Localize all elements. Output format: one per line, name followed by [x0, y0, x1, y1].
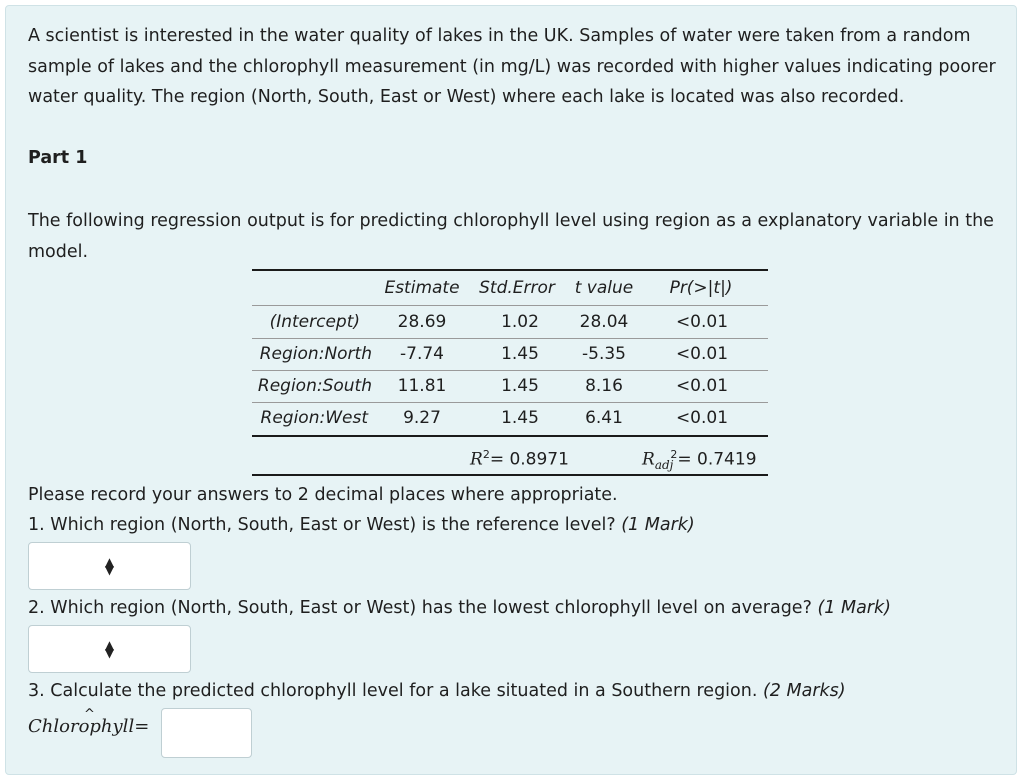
row-rule [252, 402, 768, 403]
question-2: 2. Which region (North, South, East or W… [28, 593, 1003, 623]
updown-arrows-icon: ▲ ▼ [104, 638, 115, 660]
question-2-marks: (1 Mark) [817, 598, 891, 618]
row-t-value: 8.16 [585, 376, 623, 396]
hat-symbol: ^ [84, 707, 95, 722]
header-std-error: Std.Error [479, 278, 555, 298]
chlorophyll-label: Chlorophyll= [28, 716, 150, 737]
question-2-select[interactable]: ▲ ▼ [28, 625, 191, 673]
row-std-error: 1.45 [501, 376, 539, 396]
updown-arrows-icon: ▲ ▼ [104, 555, 115, 577]
row-std-error: 1.02 [501, 312, 539, 332]
intro-text: A scientist is interested in the water q… [28, 26, 996, 107]
row-t-value: -5.35 [582, 344, 626, 364]
row-p-value: <0.01 [675, 344, 729, 364]
header-rule [252, 305, 768, 306]
row-p-value: <0.01 [675, 408, 729, 428]
question-3-text: 3. Calculate the predicted chlorophyll l… [28, 681, 758, 701]
row-estimate: 11.81 [397, 376, 447, 396]
question-1-marks: (1 Mark) [621, 515, 695, 535]
r-squared-value: = 0.8971 [489, 449, 569, 470]
body-bottom-rule [252, 435, 768, 437]
question-1-select[interactable]: ▲ ▼ [28, 542, 191, 590]
question-3-marks: (2 Marks) [762, 681, 846, 701]
row-std-error: 1.45 [501, 344, 539, 364]
row-rule [252, 338, 768, 339]
row-term: Region:South [257, 376, 372, 396]
row-t-value: 6.41 [585, 408, 623, 428]
question-1: 1. Which region (North, South, East or W… [28, 510, 1003, 540]
row-estimate: 9.27 [403, 408, 441, 428]
question-3: 3. Calculate the predicted chlorophyll l… [28, 676, 1003, 706]
question-2-text: 2. Which region (North, South, East or W… [28, 598, 812, 618]
row-term: Region:West [260, 408, 368, 428]
r-squared: R2= 0.8971 [470, 448, 569, 470]
adjusted-r-squared-value: = 0.7419 [677, 449, 757, 470]
row-p-value: <0.01 [675, 376, 729, 396]
row-p-value: <0.01 [675, 312, 729, 332]
question-1-text: 1. Which region (North, South, East or W… [28, 515, 616, 535]
adjusted-r-squared: Radj2= 0.7419 [642, 448, 757, 473]
row-t-value: 28.04 [579, 312, 629, 332]
row-term: (Intercept) [269, 312, 360, 332]
chlorophyll-answer-input[interactable] [161, 708, 252, 758]
header-t-value: t value [574, 278, 634, 298]
lead-text: The following regression output is for p… [28, 211, 994, 262]
table-top-rule [252, 269, 768, 271]
part-label: Part 1 [28, 148, 88, 168]
table-bottom-rule [252, 474, 768, 476]
row-std-error: 1.45 [501, 408, 539, 428]
row-estimate: -7.74 [400, 344, 444, 364]
row-estimate: 28.69 [397, 312, 447, 332]
row-rule [252, 370, 768, 371]
instructions: Please record your answers to 2 decimal … [28, 485, 618, 505]
regression-table: Estimate Std.Error t value Pr(>|t|) (Int… [252, 269, 768, 477]
row-term: Region:North [259, 344, 372, 364]
header-p-value: Pr(>|t|) [669, 278, 733, 298]
header-estimate: Estimate [384, 278, 460, 298]
